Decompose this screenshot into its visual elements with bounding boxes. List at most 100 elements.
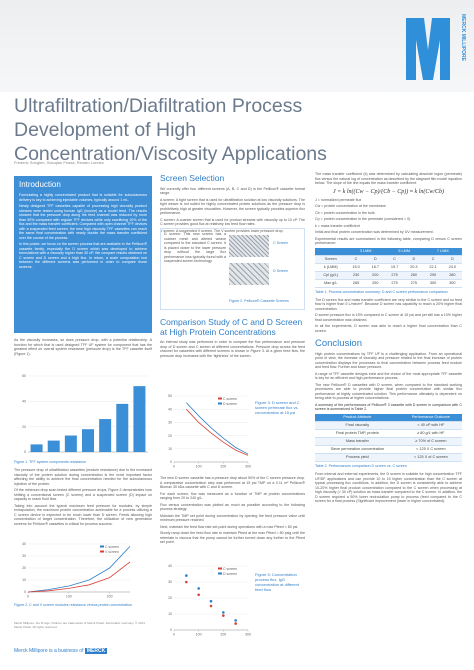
y-tick-label: 20 [168, 596, 172, 600]
paragraph: Slowly ramp down the feed flow rate to m… [160, 531, 305, 544]
y-tick-label: 40 [22, 542, 26, 546]
cell: 200 [365, 271, 385, 280]
bar [47, 440, 60, 452]
footer: Merck Millipore is a business of MERCK [14, 648, 108, 654]
paragraph: In this poster, we focus on the screen p… [19, 242, 147, 269]
screen-section: Screen Selection We currently offer four… [160, 173, 305, 235]
paragraph: Cb = protein concentration in the bulk [315, 210, 375, 215]
figure-screens: D screen: This new screen has a coarser … [160, 228, 305, 310]
legend-swatch [218, 397, 222, 400]
cell: 230 [346, 271, 366, 280]
cell: Max g/L [315, 279, 347, 288]
cell: 275 [384, 279, 405, 288]
footnote: Merck Millipore, the M logo, Pellicon ar… [14, 621, 145, 629]
paragraph: Taking into account the typical maximum … [14, 503, 152, 526]
y-tick-label: 40 [168, 407, 172, 411]
y-tick-label: 30 [22, 554, 26, 558]
cell: 300 [442, 279, 462, 288]
cell: 300 [423, 279, 443, 288]
x-tick-label: 100 [196, 633, 202, 637]
point [209, 604, 213, 608]
y-tick-label: 0 [170, 628, 172, 632]
caption: Figure 3: D screen and C screen permeate… [255, 400, 300, 415]
paragraph: Cp = protein concentration in the permea… [315, 217, 411, 221]
paragraph: The pressure drop of ultrafiltration cas… [14, 468, 152, 486]
point [185, 580, 188, 584]
legend-swatch [100, 550, 104, 553]
cell: 250 [365, 279, 385, 288]
left-text: The pressure drop of ultrafiltration cas… [14, 468, 152, 528]
cell: ≥ 80 g/L with HF [399, 429, 462, 438]
header-cell: 5 LMM [384, 247, 424, 256]
y-tick-label: 10 [168, 447, 172, 451]
x-tick-label: 200 [220, 633, 226, 637]
cell: Final protein TMP, protein [315, 429, 400, 438]
right-col: The mass transfer coefficient (k) was de… [315, 172, 462, 506]
paragraph: A range of TFF cassette designs exist an… [315, 371, 462, 381]
legend-swatch [218, 402, 222, 405]
title: Ultrafiltration/Diafiltration Process De… [14, 95, 327, 165]
paragraph: The new Pellicon® D cassettes with D scr… [315, 382, 462, 401]
cell: ≥ 70% of C screen [399, 437, 462, 446]
cell: Final viscosity [315, 421, 400, 430]
bar [64, 435, 77, 452]
paragraph: Maintain the TMP set point during concen… [160, 513, 305, 523]
cell: 24.0 [442, 263, 462, 272]
cell: 22.1 [423, 263, 443, 272]
legend-swatch [100, 545, 104, 548]
row: Cpl (g/L) 230 200 275 260 290 280 [315, 271, 462, 280]
cell: Cpl (g/L) [315, 271, 347, 280]
bar [99, 419, 112, 452]
cell: k (LMM) [315, 263, 347, 272]
point [209, 599, 213, 603]
caption: Figure 1. TFF system components resistan… [14, 460, 87, 464]
cell: 16.7 [365, 263, 385, 272]
header-band [0, 0, 474, 92]
legend-label: C screen [223, 397, 237, 401]
paragraph: V screen: A suspended V screen. The V sc… [160, 228, 284, 233]
caption: Figure 2. C and V screen modules resista… [14, 603, 133, 607]
table-2: Product Attribute Performance Outcome Fina… [315, 413, 462, 462]
heading: Comparison Study of C and D Screen at Hi… [160, 317, 303, 337]
row: Final viscosity < 40 cP with HF [315, 421, 462, 430]
paragraph: Initial and final protein concentration … [315, 230, 434, 234]
cell: 290 [423, 271, 443, 280]
point [185, 574, 188, 577]
point [234, 622, 237, 625]
point [234, 619, 237, 622]
cell: 280 [442, 271, 462, 280]
y-tick-label: 0 [170, 460, 172, 464]
screen-image [229, 263, 269, 285]
x-tick-label: 300 [245, 465, 251, 469]
paragraph: k = mass transfer coefficient [315, 223, 360, 228]
y-tick-label: 10 [22, 578, 26, 582]
y-tick-label: 30 [168, 421, 172, 425]
x-tick-label: 0 [27, 595, 29, 599]
caption: Figure 5: Concentration process flux, Ig… [255, 572, 299, 592]
row: Final protein TMP, protein ≥ 80 g/L with … [315, 429, 462, 438]
x-tick-label: 0 [173, 465, 175, 469]
point [197, 587, 200, 590]
header-cell: Performance Outcome [399, 413, 462, 422]
footer-text: Merck Millipore is a business of [14, 648, 84, 654]
row: Mass transfer ≥ 70% of C screen [315, 437, 462, 446]
left-text: As the viscosity increases, so does pres… [14, 338, 152, 358]
paragraph: Formulating a highly concentrated produc… [19, 193, 147, 202]
compare-text: The new D screen cassette has a pressure… [160, 476, 305, 547]
cell: 275 [404, 279, 424, 288]
cell: Process yield [315, 453, 400, 462]
y-tick-label: 10 [168, 612, 172, 616]
y-tick-label: 0 [24, 450, 26, 454]
x-tick-label: 0 [173, 633, 175, 637]
cell: 19.7 [384, 263, 405, 272]
row: k (LMM) 15.0 16.7 19.7 20.3 22.1 24.0 [315, 263, 462, 272]
header-cell: Product Attribute [315, 413, 400, 422]
paragraph: Newly designed TFF cassettes capable of … [19, 204, 147, 240]
legend-label: C screen [105, 545, 119, 549]
intro-box: Introduction Formulating a highly concen… [14, 176, 152, 333]
paragraph: A summary of the performances of Pellico… [315, 402, 462, 412]
